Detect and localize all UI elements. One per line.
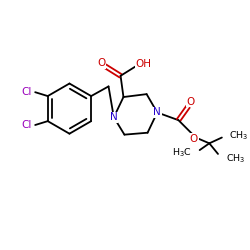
- Text: OH: OH: [136, 59, 152, 69]
- Text: Cl: Cl: [21, 120, 32, 130]
- Text: H$_3$C: H$_3$C: [172, 147, 192, 159]
- Text: Cl: Cl: [21, 87, 32, 97]
- Text: O: O: [187, 97, 195, 107]
- Text: O: O: [190, 134, 198, 143]
- Text: CH$_3$: CH$_3$: [228, 129, 248, 142]
- Text: N: N: [153, 108, 161, 118]
- Text: CH$_3$: CH$_3$: [226, 152, 245, 165]
- Text: N: N: [110, 112, 118, 122]
- Text: O: O: [97, 58, 106, 68]
